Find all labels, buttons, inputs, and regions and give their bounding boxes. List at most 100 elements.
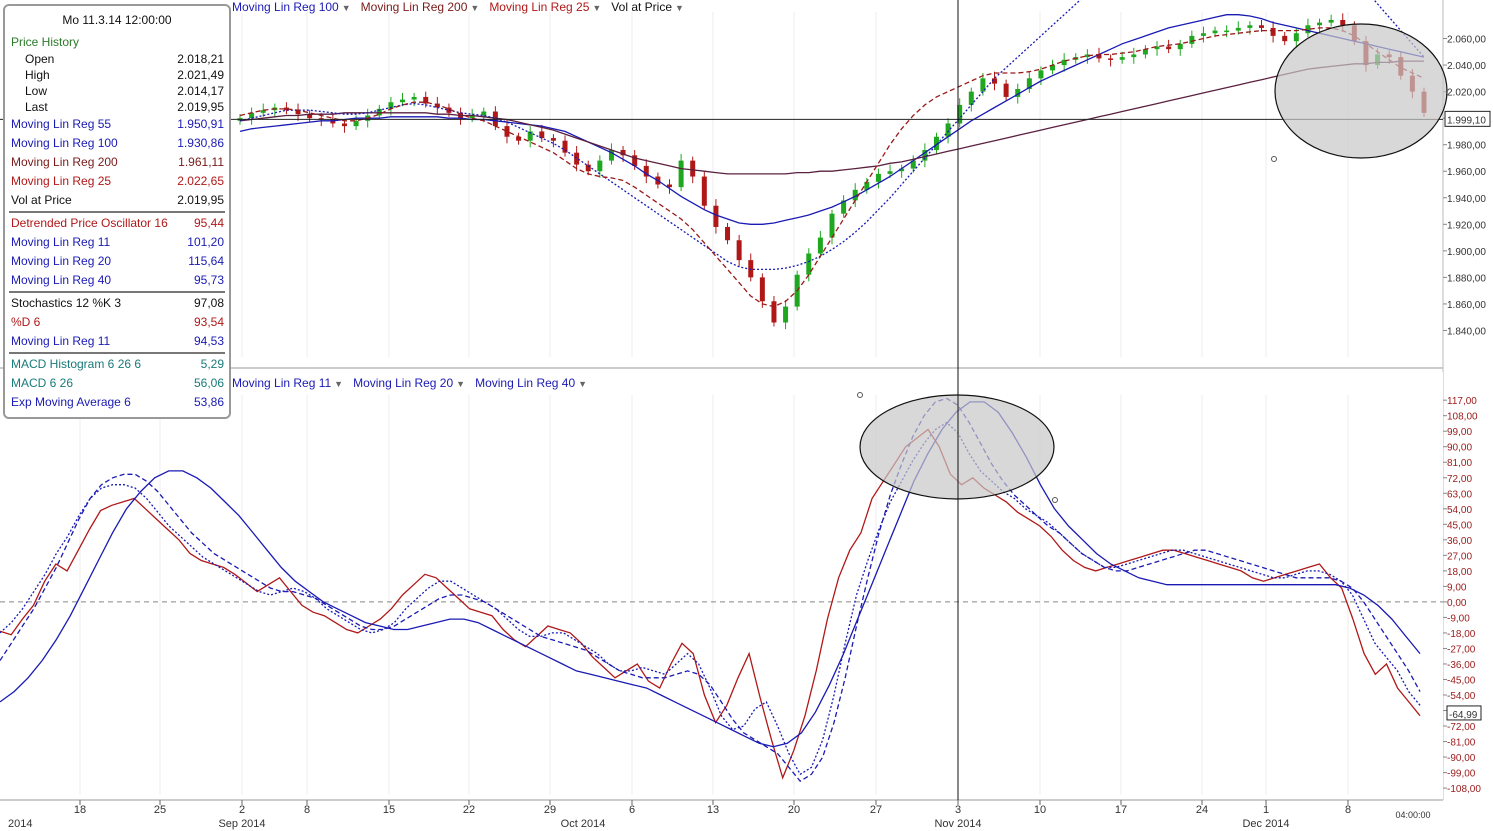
x-tick-label: 27 [870,804,882,816]
x-tick-label: 6 [629,804,635,816]
candle-body [1293,33,1299,42]
infobox-row-value: 97,08 [193,296,224,310]
price-y-tick: 1.860,00 [1447,300,1486,311]
infobox-row: Moving Lin Reg 11 101,20 [5,233,229,252]
candle-body [783,306,789,323]
candle-body [817,237,823,254]
candle-body [933,136,939,150]
x-tick-label: 13 [707,804,719,816]
infobox-row: Last 2.019,95 [5,99,229,115]
infobox-row-label: Moving Lin Reg 20 [11,254,112,268]
annotation-handle [857,392,863,398]
infobox-date: Mo 11.3.14 12:00:00 [62,13,172,27]
infobox-row-value: 2.022,65 [177,174,224,188]
candle-body [980,78,986,92]
infobox-row-label: Open [25,52,55,66]
upper-legend-item[interactable]: Vol at Price ▼ [611,0,684,14]
osc-y-tick: -18,00 [1447,629,1476,640]
last-value-box [1446,705,1482,721]
candle-body [1224,30,1230,33]
upper-legend-label: Moving Lin Reg 200 [360,0,468,14]
infobox-row-label: %D 6 [11,315,41,329]
candle-body [527,131,533,141]
candle-body [875,173,881,182]
candle-body [1235,27,1241,31]
candle-body [388,102,394,109]
infobox-row-value: 95,73 [193,273,224,287]
candle-body [597,160,603,172]
price-y-tick: 2.060,00 [1447,35,1486,46]
osc-y-tick: -108,00 [1447,784,1481,795]
infobox-row-value: 115,64 [188,254,224,268]
dropdown-caret-icon[interactable]: ▼ [592,3,602,13]
x-tick-label: 3 [955,804,961,816]
infobox-row-label: Last [25,100,48,114]
infobox-row-label: Moving Lin Reg 200 [11,155,118,169]
infobox-row-value: 2.018,21 [177,52,224,66]
dropdown-caret-icon[interactable]: ▼ [341,3,351,13]
candle-body [1282,35,1288,42]
infobox-row: MACD 6 26 56,06 [5,374,229,393]
upper-legend-item[interactable]: Moving Lin Reg 100 ▼ [232,0,351,14]
x-tick-label: 2 [239,804,245,816]
lower-legend-item[interactable]: Moving Lin Reg 20 ▼ [353,376,465,390]
candle-body [887,171,893,174]
dropdown-caret-icon[interactable]: ▼ [456,379,466,389]
osc-y-tick: 108,00 [1447,412,1478,423]
price-series-line [239,0,1425,271]
candle-body [504,126,510,137]
candle-body [643,165,649,177]
candle-body [1096,54,1102,59]
candle-body [713,205,719,227]
price-panel: 1.840,00 1.860,00 1.880,00 1.900,00 1.920,00… [0,0,1491,800]
dropdown-caret-icon[interactable]: ▼ [334,379,344,389]
infobox-row: Stochastics 12 %K 3 97,08 [5,294,229,313]
infobox-row-value: 2.019,95 [177,100,224,114]
candle-body [283,107,289,111]
infobox-row-value: 2.021,49 [177,68,224,82]
candle-body [666,184,672,188]
dropdown-caret-icon[interactable]: ▼ [470,3,480,13]
candle-body [1177,43,1183,50]
candle-body [852,189,858,201]
candle-body [481,111,487,116]
osc-y-tick: 27,00 [1447,551,1472,562]
lower-legend-item[interactable]: Moving Lin Reg 11 ▼ [232,376,343,390]
lower-legend-label: Moving Lin Reg 11 [232,376,332,390]
ellipse-annotation [859,394,1055,500]
candle-body [1340,19,1346,26]
infobox-row: Moving Lin Reg 20 115,64 [5,252,229,271]
divider [9,211,225,213]
upper-legend-item[interactable]: Moving Lin Reg 25 ▼ [489,0,601,14]
infobox-row-value: 101,20 [187,235,224,249]
price-y-tick: 1.880,00 [1447,273,1486,284]
candle-body [585,164,591,172]
dropdown-caret-icon[interactable]: ▼ [675,3,684,13]
infobox-row: Moving Lin Reg 25 2.022,65 [5,172,229,191]
upper-legend-label: Vol at Price [611,0,672,14]
candle-body [1154,46,1160,50]
x-month-label: Nov 2014 [934,818,981,830]
osc-y-tick: 117,00 [1447,396,1477,407]
infobox-row-value: 2.019,95 [177,193,224,207]
candle-body [759,277,765,302]
osc-y-tick: -9,00 [1447,613,1470,624]
infobox-row: Open 2.018,21 [5,51,229,67]
infobox-row-value: 5,29 [200,357,224,371]
infobox-row-value: 1.961,11 [178,155,224,169]
infobox-row-value: 94,53 [193,334,224,348]
osc-y-tick: 90,00 [1447,443,1472,454]
dropdown-caret-icon[interactable]: ▼ [578,379,588,389]
candle-body [910,160,916,169]
last-price-label: 1.999,10 [1447,115,1486,126]
price-y-tick: 1.940,00 [1447,194,1486,205]
price-y-tick: 1.900,00 [1447,247,1486,258]
lower-legend-item[interactable]: Moving Lin Reg 40 ▼ [475,376,587,390]
osc-series-line [0,397,1421,783]
osc-y-tick: -45,00 [1447,675,1476,686]
upper-legend-item[interactable]: Moving Lin Reg 200 ▼ [361,0,480,14]
candle-body [690,160,696,177]
upper-legend: Moving Lin Reg 100 ▼ Moving Lin Reg 200 ▼ Mo… [232,0,694,14]
infobox-row-label: Stochastics 12 %K 3 [11,296,122,310]
